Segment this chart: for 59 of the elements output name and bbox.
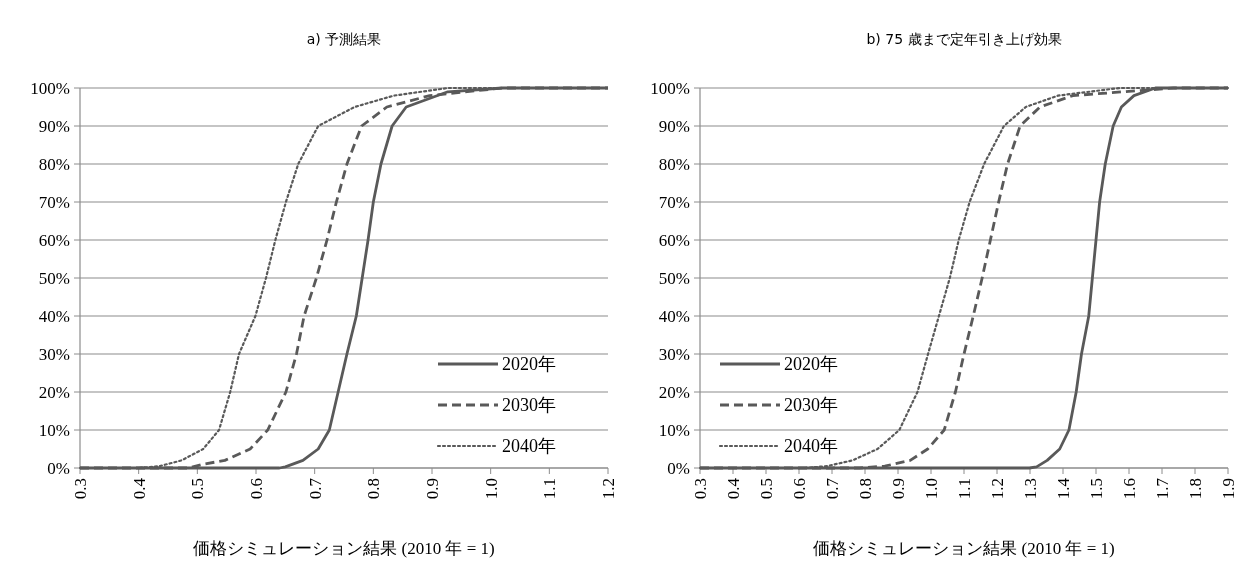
- x-tick-label: 1.1: [954, 478, 974, 500]
- x-tick-label: 0.8: [364, 478, 384, 500]
- y-tick-label: 100%: [650, 78, 690, 98]
- x-tick-label: 1.7: [1152, 477, 1172, 500]
- y-tick-label: 10%: [38, 420, 70, 440]
- y-tick-label: 90%: [658, 116, 690, 136]
- x-tick-label: 1.2: [598, 478, 618, 500]
- x-tick-label: 0.4: [723, 477, 743, 500]
- x-tick-label: 0.9: [422, 478, 442, 500]
- y-tick-label: 10%: [658, 420, 690, 440]
- y-tick-label: 70%: [658, 192, 690, 212]
- x-tick-label: 0.3: [70, 478, 90, 500]
- legend-label: 2020年: [784, 354, 838, 375]
- x-tick-label: 1.1: [540, 478, 560, 500]
- x-tick-label: 1.9: [1218, 478, 1238, 500]
- x-tick-label: 1.6: [1119, 478, 1139, 500]
- y-tick-label: 50%: [658, 268, 690, 288]
- legend-label: 2030年: [784, 395, 838, 416]
- legend-label: 2040年: [502, 436, 556, 457]
- x-tick-label: 0.7: [305, 477, 325, 500]
- x-tick-label: 1.0: [481, 478, 501, 500]
- legend-label: 2020年: [502, 354, 556, 375]
- y-tick-label: 40%: [38, 306, 70, 326]
- x-tick-label: 1.2: [987, 478, 1007, 500]
- y-tick-label: 60%: [658, 230, 690, 250]
- y-tick-label: 50%: [38, 268, 70, 288]
- x-tick-label: 0.9: [888, 478, 908, 500]
- y-tick-label: 60%: [38, 230, 70, 250]
- y-tick-label: 80%: [658, 154, 690, 174]
- x-axis-title: 価格シミュレーション結果 (2010 年 = 1): [193, 539, 495, 558]
- x-tick-label: 0.8: [855, 478, 875, 500]
- x-tick-label: 0.6: [246, 478, 266, 500]
- x-tick-label: 0.7: [822, 477, 842, 500]
- y-tick-label: 80%: [38, 154, 70, 174]
- x-tick-label: 0.4: [129, 477, 149, 500]
- y-tick-label: 90%: [38, 116, 70, 136]
- x-tick-label: 1.0: [921, 478, 941, 500]
- x-axis-title: 価格シミュレーション結果 (2010 年 = 1): [813, 539, 1115, 558]
- y-tick-label: 0%: [47, 458, 70, 478]
- x-tick-label: 0.3: [690, 478, 710, 500]
- x-tick-label: 1.4: [1053, 477, 1073, 500]
- chart-title: b) 75 歳まで定年引き上げ効果: [866, 31, 1062, 47]
- legend-label: 2040年: [784, 436, 838, 457]
- y-tick-label: 30%: [658, 344, 690, 364]
- chart-title: a) 予測結果: [306, 31, 382, 47]
- x-tick-label: 1.3: [1020, 478, 1040, 500]
- x-tick-label: 0.6: [789, 478, 809, 500]
- y-tick-label: 70%: [38, 192, 70, 212]
- y-tick-label: 20%: [658, 382, 690, 402]
- y-tick-label: 30%: [38, 344, 70, 364]
- y-tick-label: 20%: [38, 382, 70, 402]
- legend-label: 2030年: [502, 395, 556, 416]
- x-tick-label: 0.5: [188, 478, 208, 500]
- y-tick-label: 100%: [30, 78, 70, 98]
- x-tick-label: 1.5: [1086, 478, 1106, 500]
- x-tick-label: 0.5: [756, 478, 776, 500]
- x-tick-label: 1.8: [1185, 478, 1205, 500]
- y-tick-label: 0%: [667, 458, 690, 478]
- y-tick-label: 40%: [658, 306, 690, 326]
